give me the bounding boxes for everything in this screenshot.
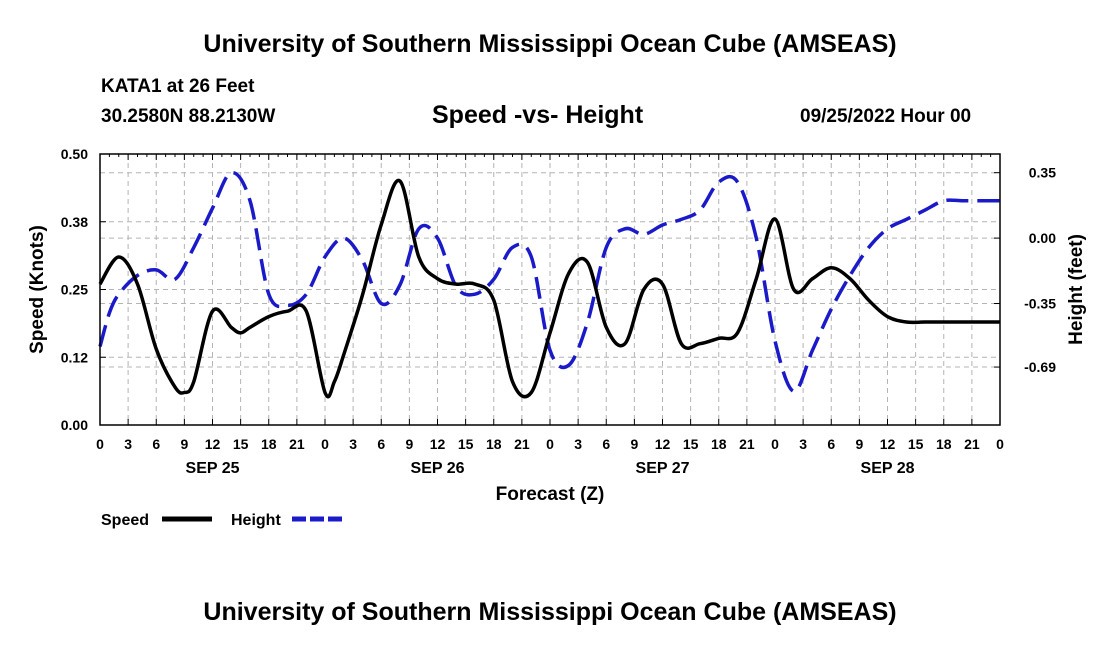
x-axis-title: Forecast (Z)	[496, 484, 605, 505]
x-tick-label: 9	[630, 436, 638, 452]
day-label: SEP 27	[636, 460, 690, 477]
x-tick-label: 15	[458, 436, 474, 452]
footer-title: University of Southern Mississippi Ocean…	[203, 598, 897, 626]
x-tick-label: 15	[908, 436, 924, 452]
x-tick-label: 18	[486, 436, 502, 452]
y-tick-label: 0.50	[61, 146, 88, 162]
day-label: SEP 26	[411, 460, 465, 477]
y-tick-label: 0.00	[61, 417, 88, 433]
x-tick-label: 3	[574, 436, 582, 452]
y-tick-label: 0.25	[61, 282, 88, 298]
x-tick-label: 21	[739, 436, 755, 452]
x-tick-label: 21	[964, 436, 980, 452]
x-tick-label: 18	[711, 436, 727, 452]
legend-label-speed: Speed	[101, 512, 149, 529]
x-tick-label: 21	[514, 436, 530, 452]
x-tick-label: 21	[289, 436, 305, 452]
grid-lines	[100, 154, 1000, 425]
x-tick-label: 15	[683, 436, 699, 452]
x-tick-label: 6	[827, 436, 835, 452]
x-tick-label: 18	[936, 436, 952, 452]
x-tick-label: 3	[124, 436, 132, 452]
x-tick-label: 12	[880, 436, 896, 452]
x-tick-label: 18	[261, 436, 277, 452]
station-label: KATA1 at 26 Feet	[101, 76, 255, 97]
y2-tick-label: 0.35	[1029, 165, 1056, 181]
axis-labels: 0 3 6 9 12 15 18 21 0 3 6 9 12 15 18 21 0 3 6 9 12 15 18 21 0 3 6 9…	[27, 146, 1087, 505]
y2-tick-label: 0.00	[1029, 230, 1056, 246]
x-tick-label: 6	[377, 436, 385, 452]
x-tick-label: 0	[546, 436, 554, 452]
series-line-height	[98, 170, 1000, 394]
axis-ticks	[99, 153, 1001, 426]
x-tick-label: 6	[602, 436, 610, 452]
chart-title: Speed -vs- Height	[432, 101, 644, 129]
x-tick-label: 9	[405, 436, 413, 452]
main-title: University of Southern Mississippi Ocean…	[203, 30, 897, 58]
y-axis-title: Speed (Knots)	[27, 225, 48, 354]
x-tick-label: 12	[430, 436, 446, 452]
y-tick-label: 0.12	[61, 349, 88, 365]
x-tick-label: 15	[233, 436, 249, 452]
legend: Speed Height	[101, 512, 342, 529]
y2-tick-label: -0.35	[1024, 296, 1056, 312]
x-tick-label: 3	[349, 436, 357, 452]
series-layer	[98, 170, 1000, 399]
x-tick-label: 12	[205, 436, 221, 452]
x-tick-label: 12	[655, 436, 671, 452]
y-tick-label: 0.38	[61, 214, 88, 230]
x-tick-label: 0	[321, 436, 329, 452]
x-tick-label: 9	[180, 436, 188, 452]
x-tick-label: 9	[855, 436, 863, 452]
x-tick-label: 3	[799, 436, 807, 452]
y2-tick-label: -0.69	[1024, 359, 1056, 375]
forecast-datetime: 09/25/2022 Hour 00	[800, 106, 972, 127]
day-label: SEP 25	[186, 460, 240, 477]
x-tick-label: 6	[152, 436, 160, 452]
station-coordinates: 30.2580N 88.2130W	[101, 106, 276, 127]
legend-label-height: Height	[231, 512, 281, 529]
series-line-speed	[98, 178, 1000, 399]
x-tick-label: 0	[771, 436, 779, 452]
day-label: SEP 28	[861, 460, 915, 477]
y2-axis-title: Height (feet)	[1066, 234, 1087, 345]
x-tick-label: 0	[996, 436, 1004, 452]
x-tick-label: 0	[96, 436, 104, 452]
